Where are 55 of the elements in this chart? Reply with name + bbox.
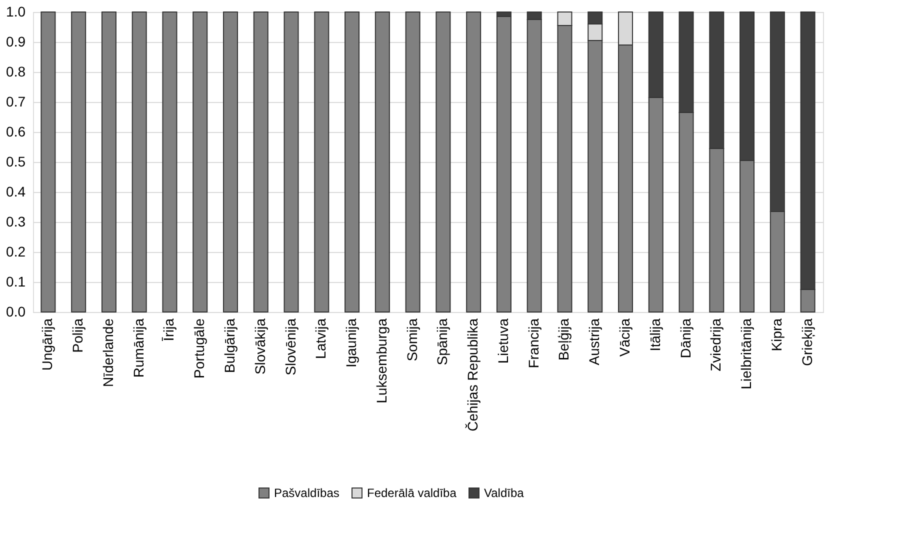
x-tick-label: Rumānija bbox=[130, 318, 146, 378]
bar bbox=[405, 12, 420, 312]
y-tick-label: 0.4 bbox=[6, 184, 26, 200]
y-tick-label: 0.0 bbox=[6, 304, 26, 320]
legend-label: Pašvaldības bbox=[274, 486, 340, 500]
x-tick-label: Vācija bbox=[616, 318, 632, 357]
x-tick-label: Nīderlande bbox=[100, 318, 116, 387]
y-tick-label: 0.1 bbox=[6, 274, 26, 290]
bar bbox=[284, 12, 299, 312]
y-tick-label: 0.5 bbox=[6, 154, 26, 170]
x-tick-label: Itālija bbox=[646, 318, 663, 352]
x-tick-label: Zviedrija bbox=[708, 318, 724, 372]
x-tick-label: Čehijas Republika bbox=[464, 318, 481, 432]
x-tick-label: Latvija bbox=[312, 318, 329, 359]
x-tick-label: Lielbritānija bbox=[738, 318, 754, 390]
x-tick-label: Francija bbox=[525, 318, 542, 368]
y-tick-label: 0.6 bbox=[6, 124, 26, 140]
bar bbox=[466, 12, 482, 312]
x-tick-label: Īrija bbox=[160, 318, 177, 342]
x-tick-label: Polija bbox=[70, 318, 86, 353]
x-tick-label: Luksemburga bbox=[373, 318, 390, 404]
y-tick-label: 1.0 bbox=[6, 4, 26, 20]
bar bbox=[101, 12, 116, 312]
x-tick-label: Ungārija bbox=[39, 318, 56, 371]
x-tick-label: Kipra bbox=[768, 318, 784, 352]
y-tick-label: 0.8 bbox=[6, 64, 26, 80]
x-tick-label: Lietuva bbox=[494, 318, 511, 364]
y-tick-label: 0.9 bbox=[6, 34, 26, 50]
x-tick-label: Bulgārija bbox=[222, 318, 238, 373]
bar bbox=[192, 12, 208, 312]
x-tick-label: Austrija bbox=[586, 318, 602, 366]
x-tick-label: Beļģija bbox=[556, 318, 572, 361]
x-tick-label: Grieķija bbox=[798, 318, 815, 366]
legend-label: Valdība bbox=[484, 486, 524, 500]
x-tick-label: Slovākija bbox=[252, 318, 268, 375]
bar bbox=[374, 12, 390, 312]
x-tick-label: Spānija bbox=[434, 318, 450, 366]
y-tick-label: 0.7 bbox=[6, 94, 26, 110]
bar bbox=[71, 12, 86, 312]
x-tick-label: Dānija bbox=[677, 318, 694, 358]
bar bbox=[344, 12, 360, 312]
x-tick-label: Somija bbox=[404, 318, 420, 362]
x-tick-label: Portugāle bbox=[191, 318, 208, 378]
bar bbox=[162, 12, 178, 312]
bar bbox=[40, 12, 56, 312]
x-tick-label: Igaunija bbox=[343, 318, 360, 368]
bar bbox=[132, 12, 147, 312]
x-tick-label: Slovēnija bbox=[282, 318, 298, 376]
bar bbox=[436, 12, 451, 312]
bar bbox=[314, 12, 330, 312]
bar bbox=[223, 12, 238, 312]
bar bbox=[253, 12, 268, 312]
legend-label: Federālā valdība bbox=[367, 486, 457, 500]
y-tick-label: 0.2 bbox=[6, 244, 26, 260]
y-tick-label: 0.3 bbox=[6, 214, 26, 230]
